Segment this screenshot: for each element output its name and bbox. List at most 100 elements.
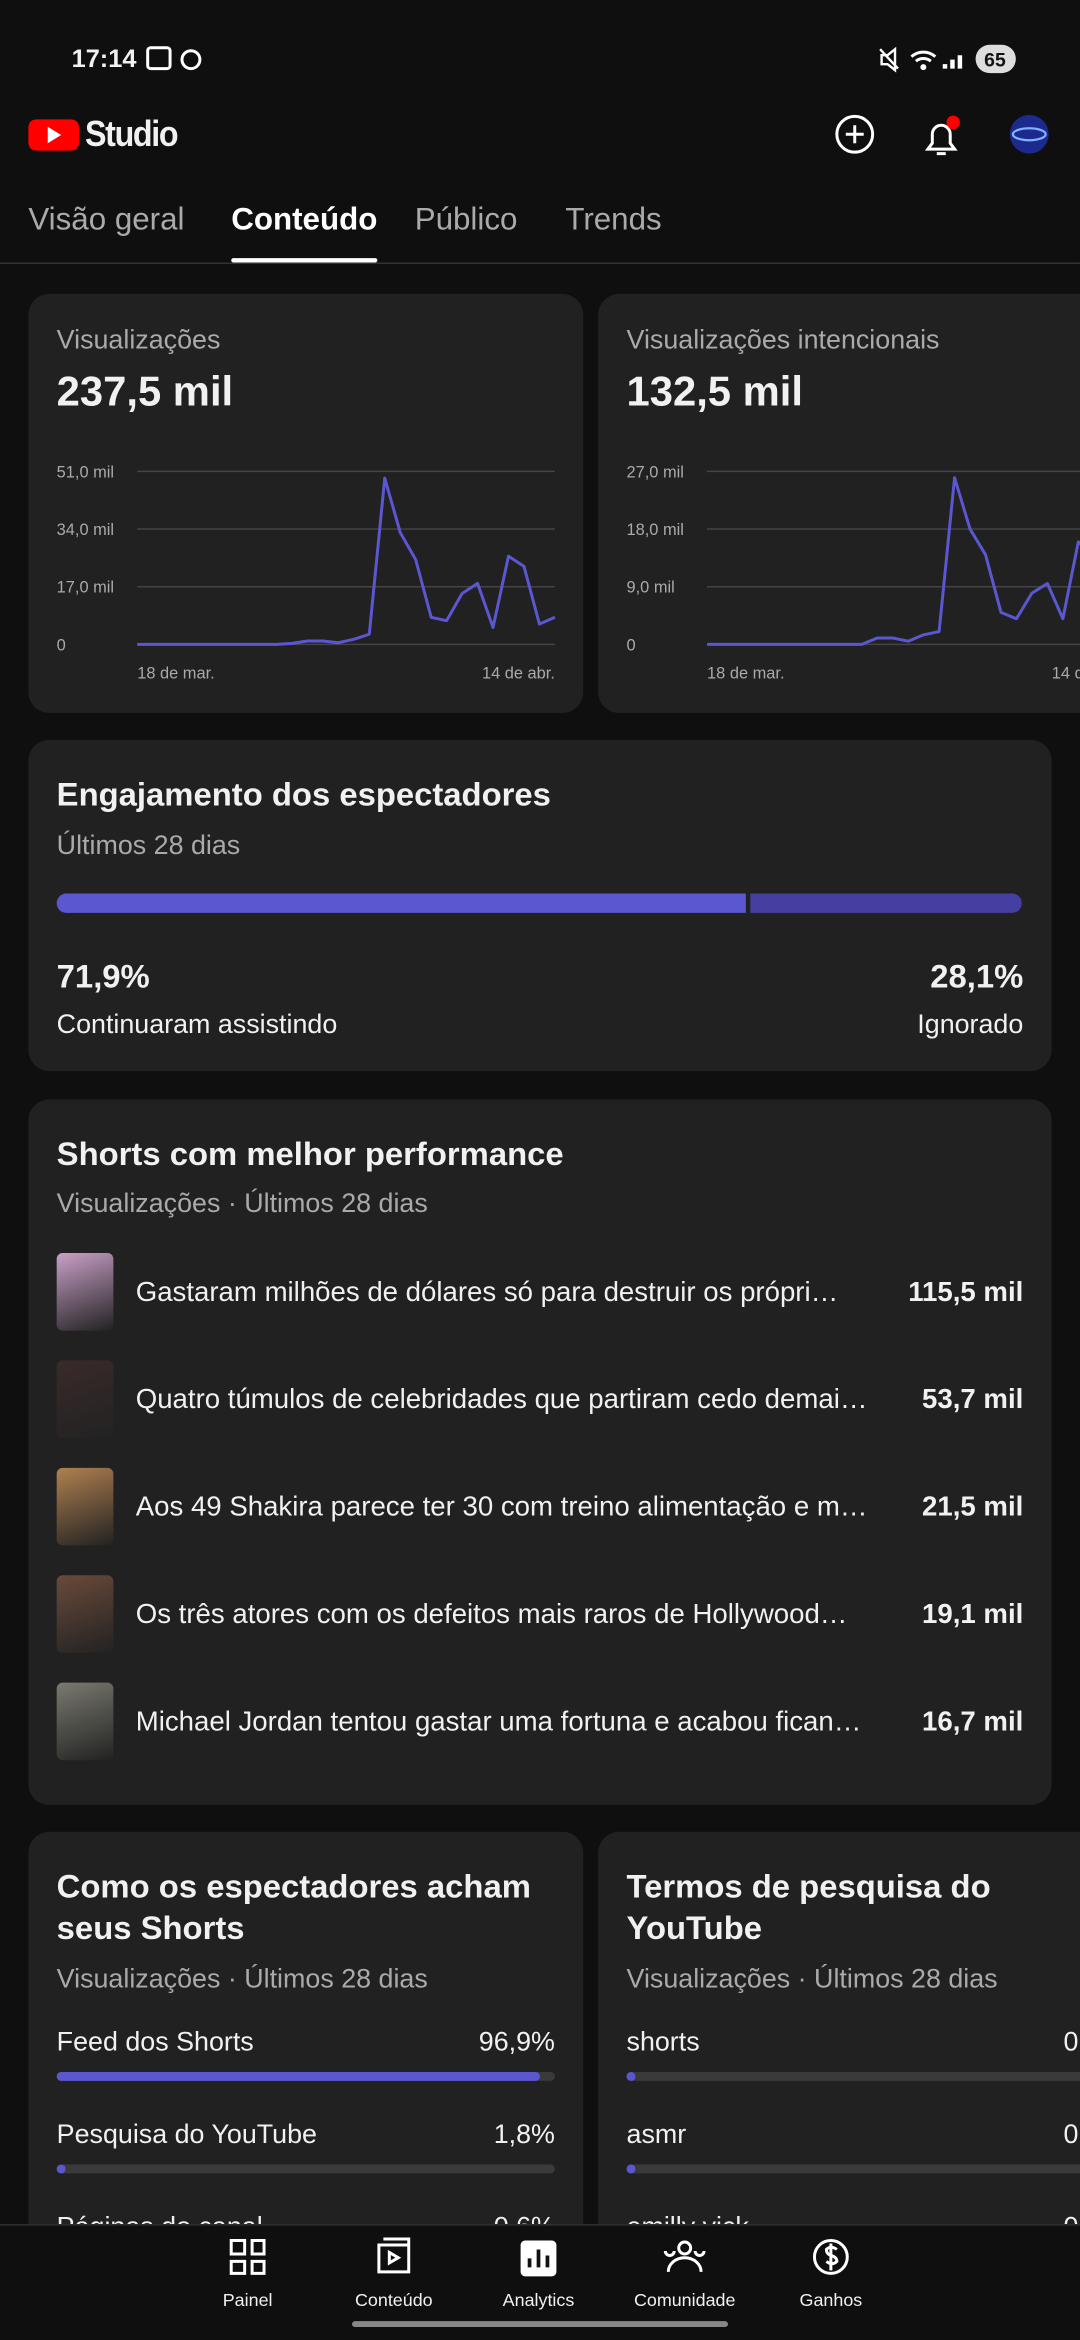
nav-icon — [663, 2240, 706, 2272]
metric-total: 237,5 mil — [56, 368, 234, 415]
short-thumbnail — [56, 1682, 114, 1761]
nav-icon-shape — [663, 2240, 706, 2272]
y-tick-label: 9,0 mil — [627, 579, 675, 597]
bar-track — [626, 2164, 1080, 2174]
tab[interactable]: Público — [414, 202, 518, 238]
card-title: Engajamento dos espectadores — [56, 775, 551, 813]
x-label: 14 de abr. — [482, 665, 555, 683]
nav-label[interactable]: Comunidade — [633, 2289, 736, 2311]
engagement-label: Continuaram assistindo — [56, 1009, 338, 1039]
source-name: Pesquisa do YouTube — [56, 2118, 317, 2149]
status-time: 17:14 — [71, 44, 137, 74]
card-title: Termos de pesquisa do YouTube — [626, 1867, 991, 1947]
nav-icon — [812, 2239, 849, 2275]
tab-indicator — [231, 258, 378, 263]
line-series — [707, 476, 1080, 646]
top-shorts-card: Shorts com melhor performance Visualizaçõ… — [28, 1099, 1052, 1805]
nav-label[interactable]: Analytics — [502, 2289, 575, 2311]
nav-label[interactable]: Ganhos — [799, 2289, 863, 2311]
x-label: 18 de mar. — [137, 665, 214, 683]
bottom-nav: Painel Conteúdo Analytics Comunidade Ganhos — [0, 2224, 1080, 2339]
engagement-bar-segment — [56, 893, 747, 913]
card-title: Shorts com melhor performance — [56, 1135, 564, 1173]
bar-fill — [626, 2164, 636, 2174]
y-tick-label: 0 — [627, 636, 636, 654]
source-name: asmr — [626, 2118, 687, 2149]
card-subtitle: Visualizações · Últimos 28 dias — [56, 1963, 428, 1994]
nav-icon-shape — [812, 2239, 849, 2275]
card-subtitle: Visualizações · Últimos 28 dias — [56, 1188, 428, 1218]
card-subtitle: Visualizações · Últimos 28 dias — [626, 1963, 998, 1994]
search-terms-card: Termos de pesquisa do YouTube Visualizaçõ… — [598, 1831, 1080, 2280]
nav-label[interactable]: Painel — [222, 2289, 273, 2311]
short-views: 53,7 mil — [922, 1382, 1024, 1415]
short-thumbnail — [56, 1575, 114, 1653]
engagement-label: Ignorado — [917, 1009, 1024, 1039]
bar-fill — [626, 2071, 636, 2081]
short-views: 16,7 mil — [922, 1705, 1024, 1737]
bar-fill — [56, 2071, 540, 2081]
short-title: Os três atores com os defeitos mais raro… — [135, 1597, 848, 1629]
short-title: Michael Jordan tentou gastar uma fortuna… — [135, 1705, 862, 1737]
metric-card[interactable]: Visualizações intencionais 132,5 mil 0 9,0 … — [598, 293, 1080, 714]
metric-title: Visualizações — [56, 324, 221, 355]
tab[interactable]: Conteúdo — [231, 202, 378, 238]
source-value: 0,9% — [1063, 2026, 1080, 2057]
card-subtitle: Últimos 28 dias — [56, 830, 241, 860]
nav-icon-shape — [377, 2237, 411, 2274]
short-views: 21,5 mil — [922, 1490, 1024, 1522]
line-series — [137, 476, 556, 646]
metric-card[interactable]: Visualizações 237,5 mil 0 17,0 mil 34,0 mil 5… — [28, 293, 584, 714]
sparkline: 0 17,0 mil 34,0 mil 51,0 mil 18 de mar. 14 de… — [57, 463, 556, 683]
source-name: shorts — [626, 2026, 700, 2057]
short-thumbnail — [56, 1253, 114, 1331]
sparkline: 0 9,0 mil 18,0 mil 27,0 mil 18 de mar. 14 de … — [627, 463, 1080, 683]
notifications-button[interactable] — [924, 123, 958, 156]
avatar[interactable] — [1009, 114, 1049, 154]
card-title: Como os espectadores acham seus Shorts — [56, 1867, 531, 1947]
engagement-bar-segment — [750, 893, 1022, 913]
short-views: 115,5 mil — [908, 1275, 1024, 1307]
nav-icon-shape — [527, 2249, 550, 2268]
tab[interactable]: Trends — [565, 202, 662, 238]
engagement-card: Engajamento dos espectadores Últimos 28 d… — [28, 739, 1052, 1072]
bar-fill — [56, 2164, 66, 2174]
source-value: 96,9% — [478, 2026, 555, 2057]
status-icons — [28, 44, 1049, 156]
app-name: Studio — [85, 114, 179, 156]
short-title: Gastaram milhões de dólares só para dest… — [135, 1275, 839, 1307]
y-tick-label: 51,0 mil — [57, 463, 114, 481]
tab[interactable]: Visão geral — [28, 202, 185, 238]
short-views: 19,1 mil — [922, 1597, 1024, 1629]
source-value: 1,8% — [493, 2118, 555, 2149]
engagement-value: 71,9% — [56, 957, 150, 995]
tab-divider — [0, 262, 1080, 265]
x-label: 14 de abr. — [1052, 665, 1080, 683]
short-thumbnail — [56, 1360, 114, 1438]
source-value: 0,8% — [1063, 2118, 1080, 2149]
short-title: Aos 49 Shakira parece ter 30 com treino … — [135, 1490, 868, 1522]
y-tick-label: 17,0 mil — [57, 579, 114, 597]
y-tick-label: 34,0 mil — [57, 521, 114, 539]
short-thumbnail — [56, 1467, 114, 1546]
y-tick-label: 0 — [57, 636, 66, 654]
sources-card: Como os espectadores acham seus Shorts Vi… — [28, 1831, 584, 2280]
nav-icon — [229, 2239, 266, 2275]
nav-label[interactable]: Conteúdo — [354, 2289, 433, 2311]
home-indicator — [352, 2321, 728, 2328]
nav-icon-shape — [229, 2239, 266, 2275]
bar-track — [626, 2071, 1080, 2081]
source-name: Feed dos Shorts — [56, 2026, 254, 2057]
nav-icon — [520, 2240, 557, 2277]
y-tick-label: 18,0 mil — [627, 521, 684, 539]
y-tick-label: 27,0 mil — [627, 463, 684, 481]
short-title: Quatro túmulos de celebridades que parti… — [135, 1382, 868, 1415]
bar-track — [56, 2164, 555, 2174]
metric-total: 132,5 mil — [626, 368, 804, 415]
nav-icon — [377, 2237, 411, 2274]
create-button[interactable] — [835, 114, 875, 154]
metric-title: Visualizações intencionais — [626, 324, 940, 355]
x-label: 18 de mar. — [707, 665, 784, 683]
